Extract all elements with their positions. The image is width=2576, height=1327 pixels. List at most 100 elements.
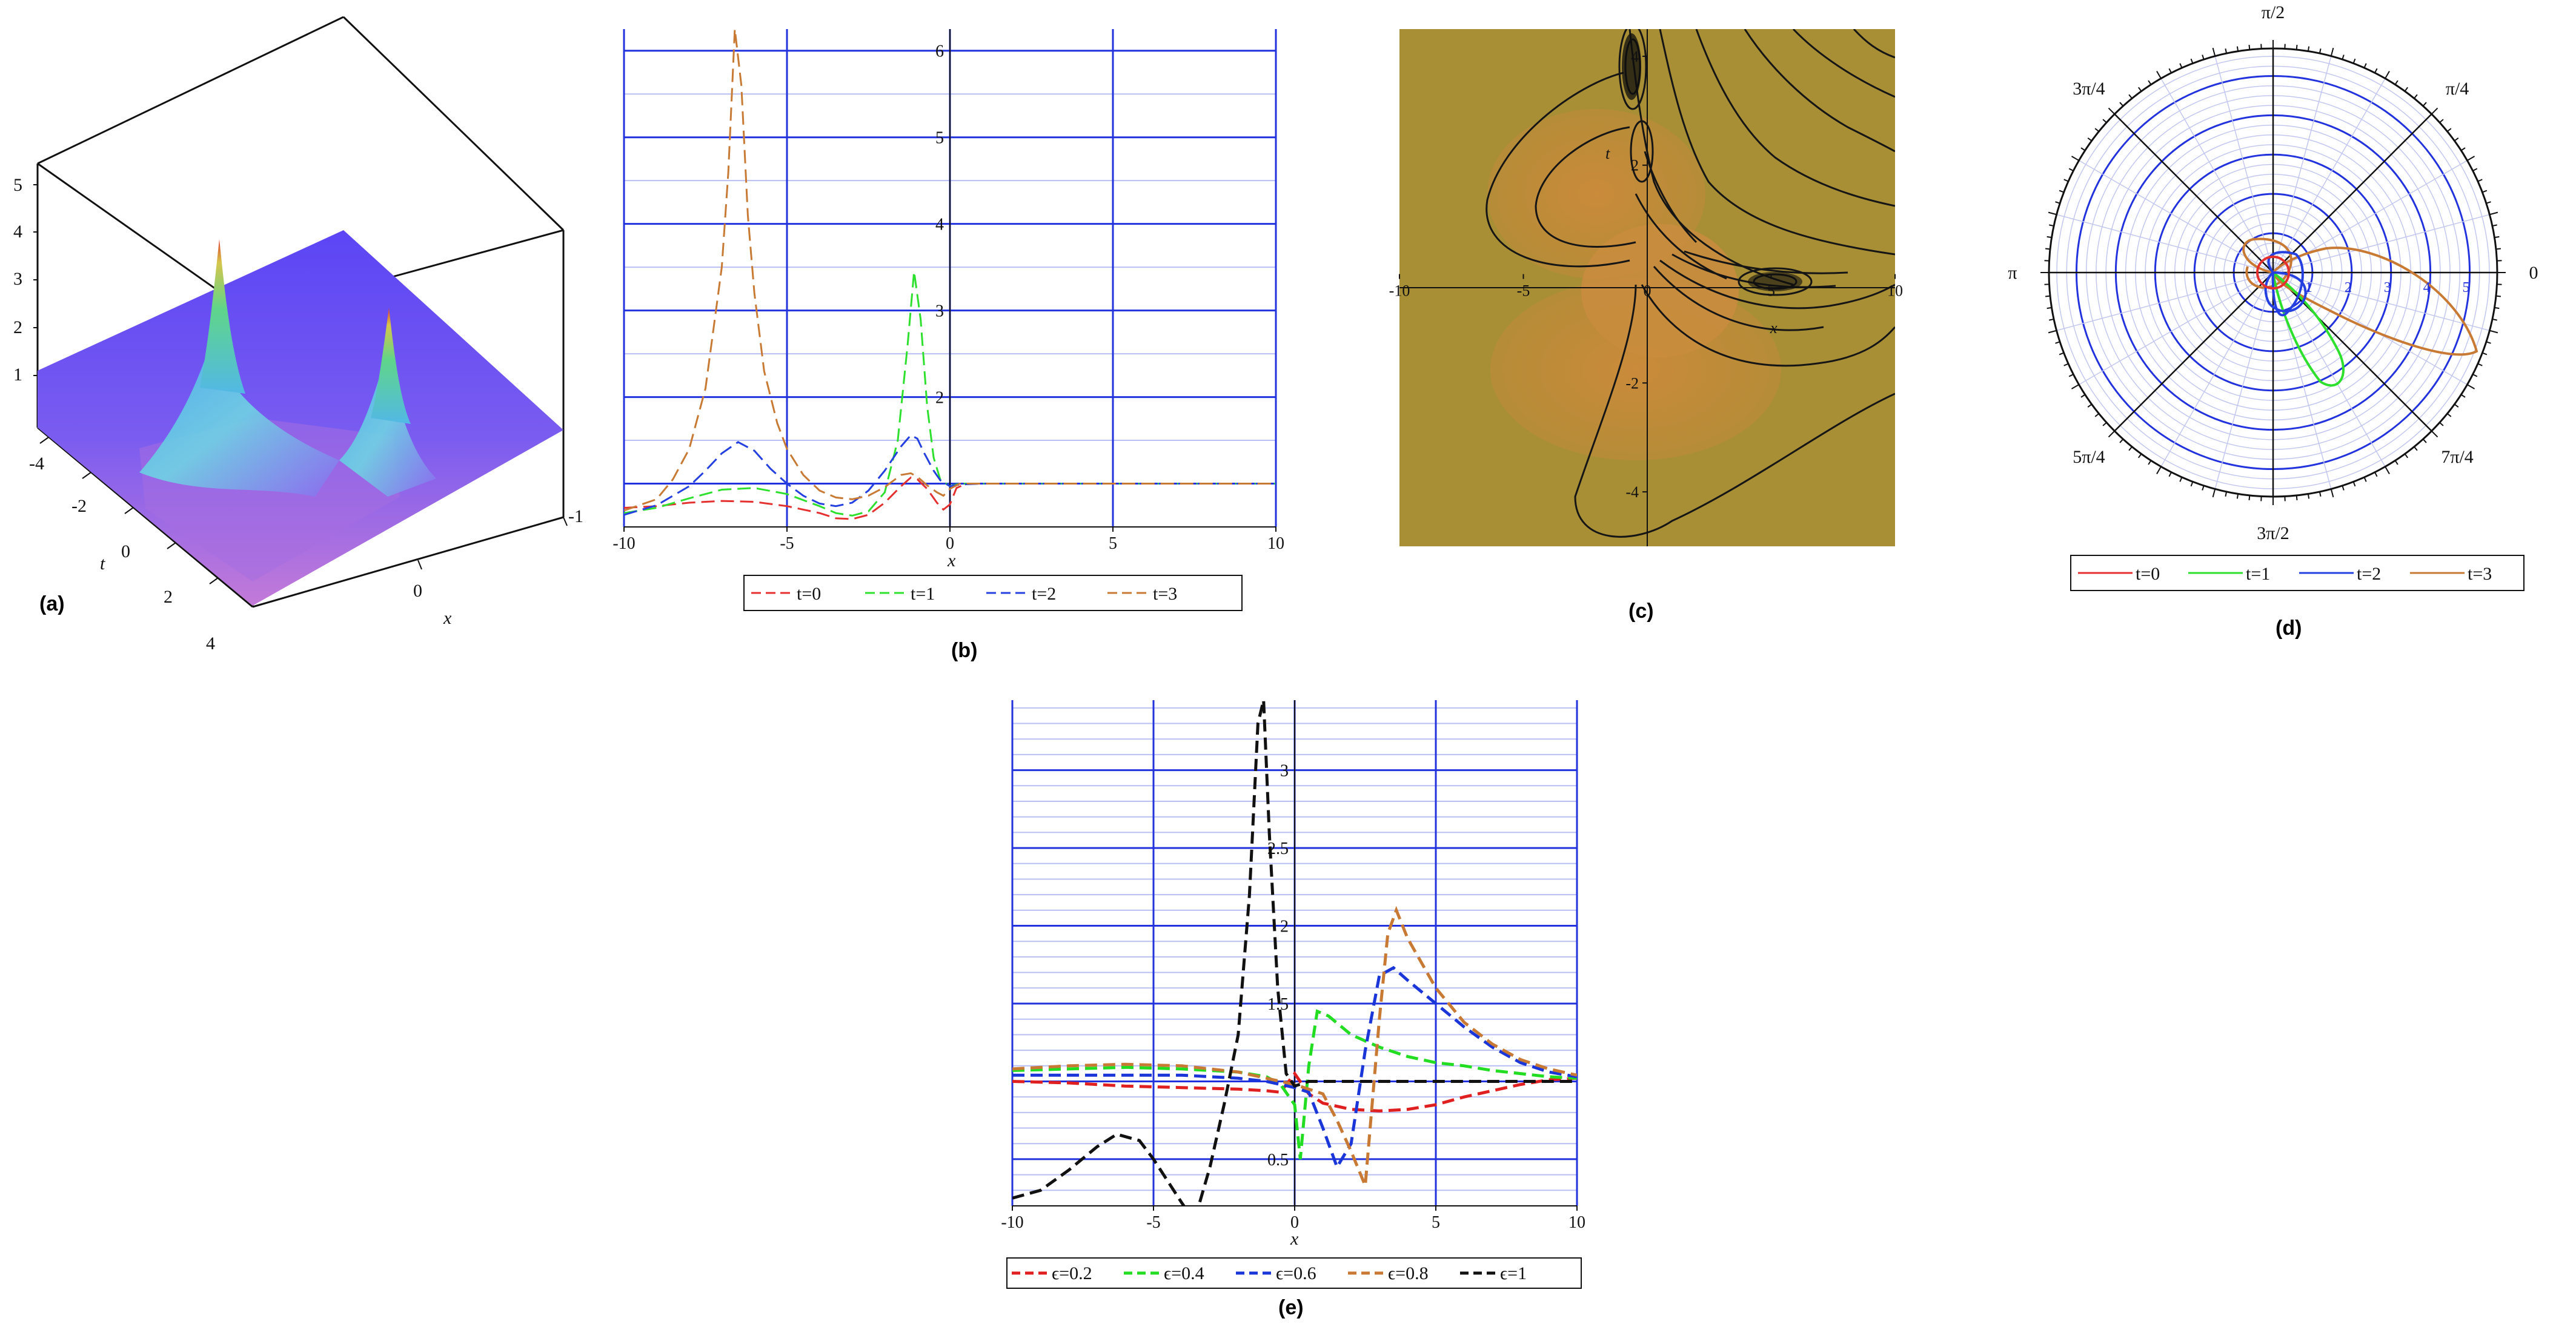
d-legend-label: t=1 — [2246, 564, 2270, 584]
e-x-tick-label: 10 — [1569, 1213, 1585, 1232]
polar-ring-tick — [2467, 156, 2474, 160]
polar-ring-tick — [2108, 431, 2114, 437]
panel-c-contour-plot: -10 -5 0 5 10 -4 -2 2 4 x t (c) — [1389, 24, 1903, 623]
b-y-tick-label: 4 — [935, 216, 944, 234]
e-legend-label: ϵ=0.2 — [1052, 1263, 1092, 1283]
polar-angle-label: π — [2008, 263, 2017, 283]
e-y-tick-label: 2.5 — [1267, 839, 1289, 858]
polar-ring-tick — [2157, 466, 2161, 474]
c-x-axis-label: x — [1770, 319, 1778, 337]
panel-label-e: (e) — [1278, 1296, 1304, 1319]
b-y-tick-label: 6 — [935, 42, 944, 61]
b-legend: t=0 t=1 t=2 t=3 — [744, 575, 1242, 611]
polar-major-spoke — [2114, 114, 2273, 273]
e-y-tick-label: 0.5 — [1267, 1151, 1289, 1170]
polar-ring-tick — [2048, 213, 2057, 215]
polar-ring-tick — [2489, 213, 2498, 215]
e-x-tick-label: -10 — [1001, 1213, 1023, 1232]
c-x-tick-label: 10 — [1887, 282, 1903, 300]
x-tick-label: -1 — [568, 506, 583, 526]
polar-ring-tick — [2385, 71, 2389, 78]
polar-ring-tick — [2071, 156, 2079, 160]
panel-label-d: (d) — [2276, 617, 2302, 640]
c-y-tick-label: -2 — [1625, 374, 1639, 392]
c-x-tick-label: 5 — [1767, 282, 1775, 300]
e-y-tick-label: 1.5 — [1267, 995, 1289, 1014]
polar-angle-label: π/2 — [2262, 2, 2285, 22]
panel-e-grid — [1012, 700, 1577, 1206]
t-axis-label: t — [100, 554, 105, 574]
t-tick-label: 4 — [206, 634, 215, 654]
b-x-axis-label: x — [947, 551, 956, 571]
c-x-tick-label: -10 — [1389, 282, 1410, 300]
e-y-tick-label: 3 — [1280, 762, 1289, 781]
b-x-tick-label: 10 — [1267, 534, 1284, 553]
e-y-tick-label: 2 — [1280, 918, 1289, 936]
polar-ring-tick — [2157, 71, 2161, 78]
polar-radial-tick-label: 4 — [2423, 280, 2431, 296]
z-tick-label: 2 — [13, 317, 22, 337]
d-legend: t=0 t=1 t=2 t=3 — [2071, 555, 2524, 591]
polar-radial-tick-label: 5 — [2463, 280, 2470, 296]
c-y-tick-label: -4 — [1625, 483, 1639, 501]
b-y-tick-label: 3 — [935, 302, 944, 321]
polar-ring-tick — [2489, 331, 2498, 333]
c-y-tick-label: 2 — [1631, 157, 1639, 174]
polar-ring-tick — [2213, 48, 2216, 56]
d-legend-label: t=3 — [2468, 564, 2492, 584]
b-legend-label: t=2 — [1032, 584, 1056, 604]
t-tick-label: 2 — [164, 587, 173, 607]
polar-angle-label: 7π/4 — [2441, 447, 2473, 467]
polar-ring-tick — [2331, 489, 2334, 497]
polar-angle-label: 5π/4 — [2073, 447, 2105, 467]
d-legend-label: t=2 — [2357, 564, 2381, 584]
contour-dense-region — [1622, 33, 1641, 100]
z-tick-label: 4 — [13, 222, 22, 242]
b-x-tick-label: 5 — [1109, 534, 1117, 553]
polar-angle-label: 3π/2 — [2257, 523, 2289, 543]
b-legend-label: t=3 — [1153, 584, 1177, 604]
e-legend: ϵ=0.2 ϵ=0.4 ϵ=0.6 ϵ=0.8 ϵ=1 — [1007, 1258, 1581, 1288]
b-x-tick-label: -5 — [780, 534, 794, 553]
polar-angle-label: π/4 — [2446, 79, 2469, 99]
t-tick-label: 0 — [121, 541, 130, 561]
polar-radial-tick-label: 3 — [2384, 280, 2391, 296]
contour-dense-region — [1748, 272, 1802, 291]
c-x-tick-label: 0 — [1644, 282, 1651, 300]
polar-angle-label: 3π/4 — [2073, 79, 2105, 99]
z-tick-label: 5 — [13, 175, 22, 195]
polar-ring-tick — [2467, 385, 2474, 389]
polar-ring-tick — [2331, 48, 2334, 56]
polar-ring-tick — [2213, 489, 2216, 497]
t-tick-label: -4 — [29, 454, 44, 474]
z-tick-label: 1 — [13, 365, 22, 385]
c-y-axis-label: t — [1605, 145, 1610, 162]
polar-ring-tick — [2048, 331, 2057, 333]
panel-label-c: (c) — [1628, 600, 1654, 623]
polar-ring-tick — [2108, 108, 2114, 114]
b-legend-label: t=1 — [911, 584, 935, 604]
c-y-tick-label: 4 — [1631, 48, 1639, 65]
polar-ring-tick — [2432, 431, 2438, 437]
polar-radial-tick-label: 1 — [2305, 280, 2312, 296]
panel-label-a: (a) — [39, 592, 65, 615]
polar-ring-tick — [2071, 385, 2079, 389]
b-y-tick-label: 5 — [935, 129, 944, 148]
polar-angle-label: 0 — [2529, 263, 2538, 283]
e-legend-label: ϵ=1 — [1500, 1263, 1527, 1283]
panel-d-series — [2243, 239, 2477, 385]
e-x-tick-label: -5 — [1146, 1213, 1160, 1232]
polar-ring-tick — [2385, 466, 2389, 474]
e-x-axis-label: x — [1290, 1229, 1299, 1249]
x-tick-label: 0 — [413, 581, 422, 601]
panel-label-b: (b) — [951, 639, 977, 662]
c-x-tick-label: -5 — [1517, 282, 1530, 300]
panel-d-polar-plot: 1 2 3 4 5 0 π/4 π/2 3π/4 π 5π/4 3π/2 7π/4 t=0 t=1 t=… — [2008, 2, 2538, 640]
b-y-tick-label: 2 — [935, 389, 944, 408]
polar-radial-tick-label: 2 — [2345, 280, 2352, 296]
e-legend-label: ϵ=0.6 — [1276, 1263, 1316, 1283]
